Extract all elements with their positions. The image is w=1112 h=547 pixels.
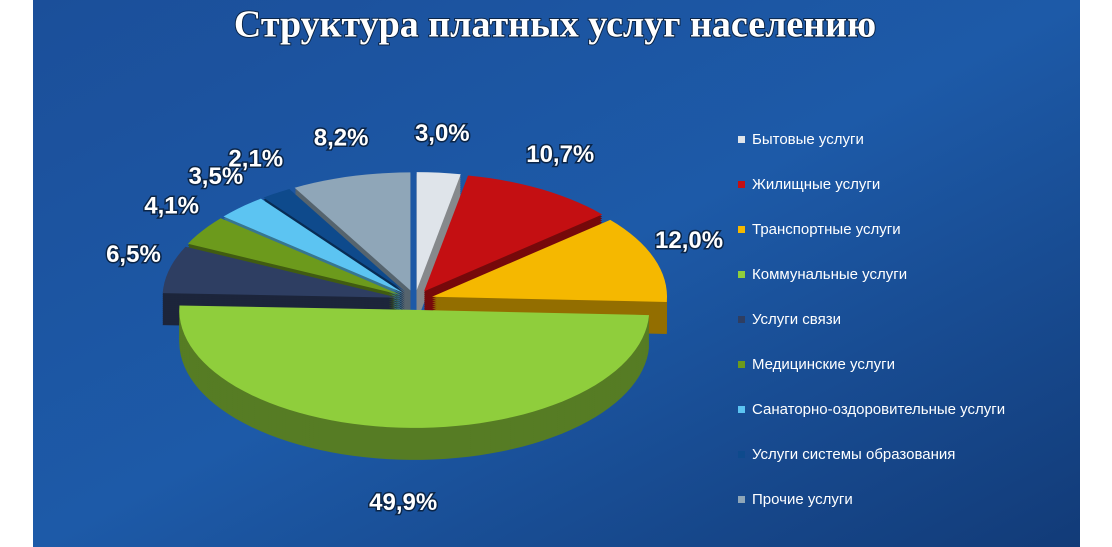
value-label: 6,5%	[106, 241, 161, 268]
value-label: 49,9%	[369, 489, 437, 516]
legend-marker	[738, 406, 745, 413]
legend-marker	[738, 361, 745, 368]
legend-label: Услуги связи	[752, 311, 841, 328]
legend-label: Жилищные услуги	[752, 176, 880, 193]
slice	[223, 198, 403, 293]
value-label: 10,7%	[526, 141, 594, 168]
legend-label: Санаторно-оздоровительные услуги	[752, 401, 1005, 418]
legend-marker	[738, 136, 745, 143]
legend-marker	[738, 271, 745, 278]
slice	[432, 219, 668, 302]
legend-marker	[738, 496, 745, 503]
value-label: 3,5%	[188, 163, 243, 190]
value-label: 3,0%	[415, 120, 470, 147]
chart-title: Структура платных услуг населению	[234, 4, 876, 46]
legend-marker	[738, 226, 745, 233]
legend-marker	[738, 181, 745, 188]
slice	[187, 218, 400, 295]
value-label: 4,1%	[144, 192, 199, 219]
slice	[179, 305, 650, 428]
legend-label: Прочие услуги	[752, 491, 853, 508]
slice	[162, 246, 398, 298]
value-label: 8,2%	[314, 125, 369, 152]
value-label: 12,0%	[655, 227, 723, 254]
legend-label: Медицинские услуги	[752, 356, 895, 373]
legend-label: Коммунальные услуги	[752, 266, 907, 283]
legend-label: Бытовые услуги	[752, 131, 864, 148]
legend-marker	[738, 451, 745, 458]
slice	[263, 189, 406, 292]
slice	[424, 175, 603, 292]
slice	[294, 172, 411, 291]
legend-marker	[738, 316, 745, 323]
slice	[416, 172, 461, 291]
legend-label: Транспортные услуги	[752, 221, 901, 238]
value-label: 2,1%	[228, 146, 283, 173]
legend-label: Услуги системы образования	[752, 446, 955, 463]
